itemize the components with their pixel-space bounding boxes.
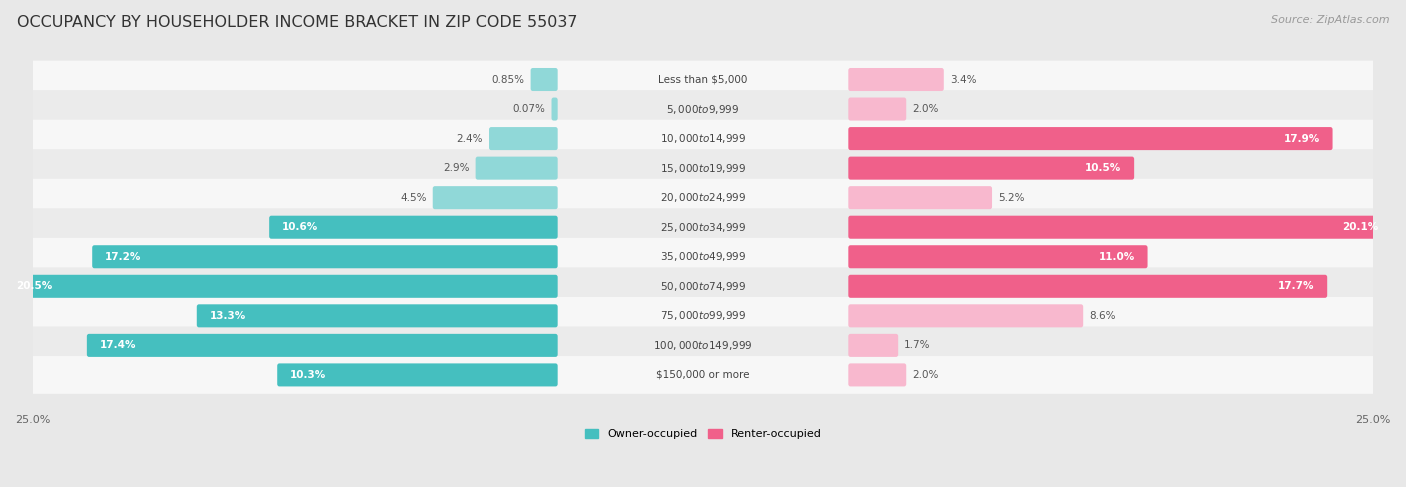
Text: 2.4%: 2.4% <box>457 133 484 144</box>
Text: 2.9%: 2.9% <box>443 163 470 173</box>
Text: 3.4%: 3.4% <box>949 75 976 85</box>
Text: $5,000 to $9,999: $5,000 to $9,999 <box>666 103 740 115</box>
FancyBboxPatch shape <box>269 216 558 239</box>
FancyBboxPatch shape <box>475 157 558 180</box>
Text: $50,000 to $74,999: $50,000 to $74,999 <box>659 280 747 293</box>
FancyBboxPatch shape <box>28 238 1378 276</box>
FancyBboxPatch shape <box>28 267 1378 305</box>
FancyBboxPatch shape <box>28 208 1378 246</box>
FancyBboxPatch shape <box>848 127 1333 150</box>
FancyBboxPatch shape <box>489 127 558 150</box>
FancyBboxPatch shape <box>551 97 558 121</box>
FancyBboxPatch shape <box>848 334 898 357</box>
FancyBboxPatch shape <box>28 120 1378 157</box>
Text: 17.9%: 17.9% <box>1284 133 1320 144</box>
FancyBboxPatch shape <box>87 334 558 357</box>
FancyBboxPatch shape <box>433 186 558 209</box>
FancyBboxPatch shape <box>848 245 1147 268</box>
Text: 13.3%: 13.3% <box>209 311 246 321</box>
Text: 1.7%: 1.7% <box>904 340 931 350</box>
Text: 11.0%: 11.0% <box>1098 252 1135 262</box>
FancyBboxPatch shape <box>848 68 943 91</box>
Text: 10.5%: 10.5% <box>1085 163 1121 173</box>
FancyBboxPatch shape <box>28 179 1378 217</box>
Legend: Owner-occupied, Renter-occupied: Owner-occupied, Renter-occupied <box>581 425 825 444</box>
Text: $100,000 to $149,999: $100,000 to $149,999 <box>654 339 752 352</box>
Text: 10.3%: 10.3% <box>290 370 326 380</box>
Text: OCCUPANCY BY HOUSEHOLDER INCOME BRACKET IN ZIP CODE 55037: OCCUPANCY BY HOUSEHOLDER INCOME BRACKET … <box>17 15 578 30</box>
Text: $15,000 to $19,999: $15,000 to $19,999 <box>659 162 747 175</box>
Text: $150,000 or more: $150,000 or more <box>657 370 749 380</box>
FancyBboxPatch shape <box>530 68 558 91</box>
Text: 5.2%: 5.2% <box>998 193 1025 203</box>
FancyBboxPatch shape <box>28 356 1378 394</box>
Text: Source: ZipAtlas.com: Source: ZipAtlas.com <box>1271 15 1389 25</box>
Text: 4.5%: 4.5% <box>401 193 427 203</box>
Text: $20,000 to $24,999: $20,000 to $24,999 <box>659 191 747 204</box>
FancyBboxPatch shape <box>277 363 558 387</box>
Text: 2.0%: 2.0% <box>912 370 939 380</box>
FancyBboxPatch shape <box>28 60 1378 98</box>
Text: 20.5%: 20.5% <box>17 281 53 291</box>
Text: 17.7%: 17.7% <box>1278 281 1315 291</box>
Text: 20.1%: 20.1% <box>1343 222 1379 232</box>
FancyBboxPatch shape <box>848 304 1083 327</box>
FancyBboxPatch shape <box>28 297 1378 335</box>
FancyBboxPatch shape <box>28 149 1378 187</box>
Text: $75,000 to $99,999: $75,000 to $99,999 <box>659 309 747 322</box>
Text: 2.0%: 2.0% <box>912 104 939 114</box>
FancyBboxPatch shape <box>28 326 1378 364</box>
FancyBboxPatch shape <box>848 275 1327 298</box>
FancyBboxPatch shape <box>848 157 1135 180</box>
Text: 0.85%: 0.85% <box>492 75 524 85</box>
FancyBboxPatch shape <box>197 304 558 327</box>
Text: 17.4%: 17.4% <box>100 340 136 350</box>
Text: 10.6%: 10.6% <box>283 222 318 232</box>
FancyBboxPatch shape <box>848 216 1392 239</box>
FancyBboxPatch shape <box>848 97 907 121</box>
Text: Less than $5,000: Less than $5,000 <box>658 75 748 85</box>
Text: $25,000 to $34,999: $25,000 to $34,999 <box>659 221 747 234</box>
FancyBboxPatch shape <box>848 363 907 387</box>
Text: 8.6%: 8.6% <box>1090 311 1115 321</box>
Text: 17.2%: 17.2% <box>105 252 142 262</box>
FancyBboxPatch shape <box>28 90 1378 128</box>
Text: 0.07%: 0.07% <box>513 104 546 114</box>
FancyBboxPatch shape <box>848 186 993 209</box>
FancyBboxPatch shape <box>93 245 558 268</box>
Text: $35,000 to $49,999: $35,000 to $49,999 <box>659 250 747 263</box>
Text: $10,000 to $14,999: $10,000 to $14,999 <box>659 132 747 145</box>
FancyBboxPatch shape <box>4 275 558 298</box>
